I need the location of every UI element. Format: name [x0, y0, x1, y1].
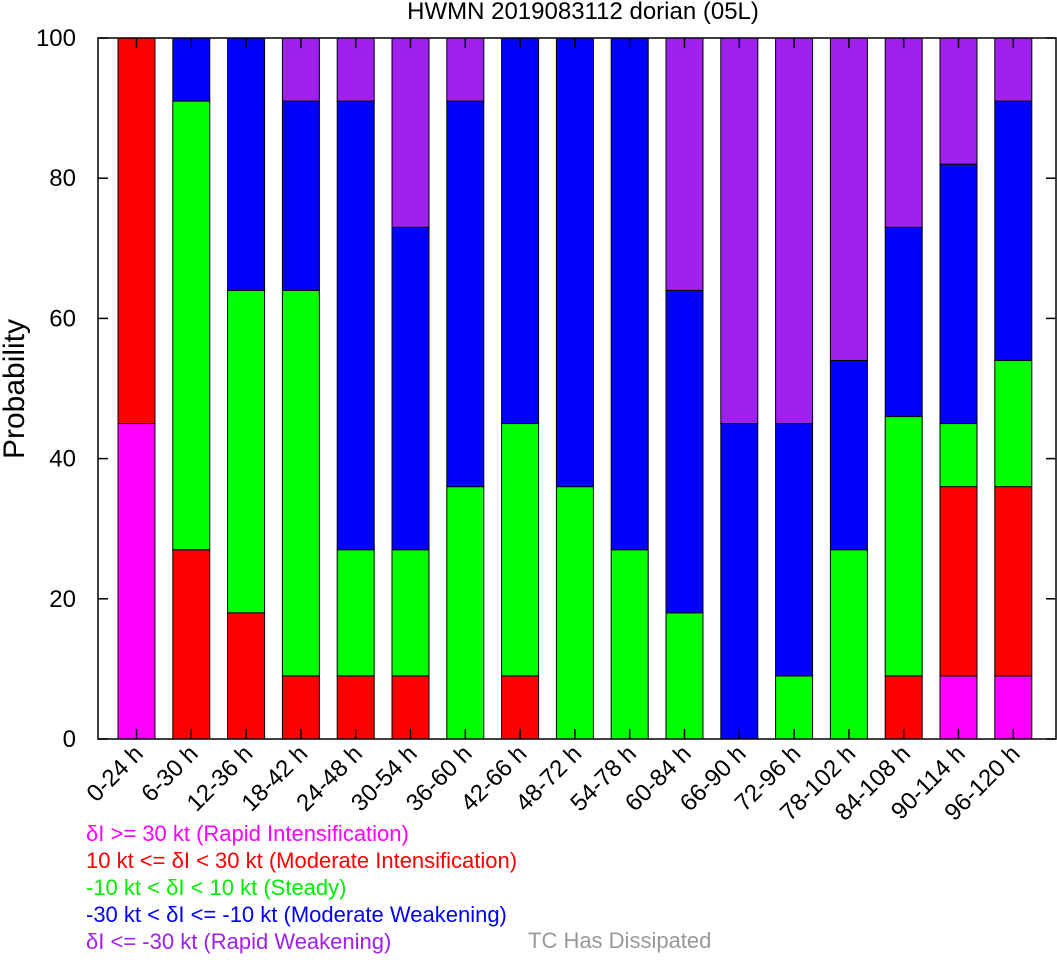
legend-entry-moderate-weakening: -30 kt < δI <= -10 kt (Moderate Weakenin… — [86, 902, 507, 927]
y-tick-label: 60 — [49, 305, 76, 332]
bar-segment — [391, 226, 430, 551]
y-tick-label: 40 — [49, 446, 76, 473]
legend-entry-rapid-weakening: δI <= -30 kt (Rapid Weakening) — [86, 929, 392, 954]
bar-segment — [391, 549, 430, 677]
bar-segment — [665, 612, 704, 740]
y-tick-label: 0 — [63, 726, 76, 753]
bar-segment — [172, 100, 211, 551]
bar-segment — [391, 37, 430, 228]
bar-segment — [994, 100, 1033, 361]
bar-segment — [391, 675, 430, 740]
bar-segment — [227, 37, 266, 291]
bar-segment — [775, 423, 814, 677]
legend-entry-rapid-intensification: δI >= 30 kt (Rapid Intensification) — [86, 821, 409, 846]
x-tick-label: 0-24 h — [82, 740, 149, 807]
bar-segment — [884, 226, 923, 418]
bar-segment — [117, 423, 156, 740]
y-tick-label: 20 — [49, 586, 76, 613]
bar-segment — [884, 675, 923, 740]
bar-segment — [884, 416, 923, 677]
legend-entry-steady: -10 kt < δI < 10 kt (Steady) — [86, 875, 347, 900]
bar-segment — [281, 100, 320, 291]
chart-title: HWMN 2019083112 dorian (05L) — [407, 0, 759, 25]
y-tick-label: 80 — [49, 165, 76, 192]
bar-segment — [117, 37, 156, 425]
bar-segment — [610, 549, 649, 740]
bar-segment — [172, 37, 211, 102]
bar-segment — [720, 423, 759, 740]
bar-segment — [775, 37, 814, 425]
legend-entry-moderate-intensification: 10 kt <= δI < 30 kt (Moderate Intensific… — [86, 848, 518, 873]
bar-segment — [501, 423, 540, 677]
bar-segment — [884, 37, 923, 228]
bars-group — [117, 37, 1033, 740]
bar-segment — [501, 37, 540, 425]
bar-segment — [939, 675, 978, 740]
bar-segment — [994, 359, 1033, 488]
bar-segment — [336, 100, 375, 551]
bar-segment — [665, 37, 704, 291]
bar-segment — [939, 423, 978, 488]
bar-segment — [336, 549, 375, 677]
bar-segment — [501, 675, 540, 740]
bar-segment — [281, 675, 320, 740]
plot-frame — [97, 37, 1057, 740]
bar-segment — [939, 163, 978, 425]
bar-segment — [610, 37, 649, 551]
bar-segment — [446, 100, 485, 488]
bar-segment — [281, 289, 320, 677]
bar-segment — [720, 37, 759, 425]
bar-segment — [336, 675, 375, 740]
y-axis-label: Probability — [0, 319, 31, 459]
bar-segment — [994, 37, 1033, 102]
bar-segment — [555, 37, 594, 488]
bar-segment — [994, 675, 1033, 740]
bar-segment — [994, 486, 1033, 677]
bar-segment — [227, 612, 266, 740]
bar-segment — [172, 549, 211, 740]
bar-segment — [446, 37, 485, 102]
bar-segment — [446, 486, 485, 740]
bar-segment — [336, 37, 375, 102]
bar-segment — [939, 37, 978, 165]
bar-segment — [665, 289, 704, 614]
bar-segment — [829, 549, 868, 740]
legend: δI >= 30 kt (Rapid Intensification) 10 k… — [86, 820, 517, 955]
y-tick-label: 100 — [36, 25, 76, 52]
bar-segment — [555, 486, 594, 740]
bar-segment — [829, 359, 868, 551]
bar-segment — [939, 486, 978, 677]
legend-entry-dissipated: TC Has Dissipated — [528, 928, 712, 953]
bar-segment — [829, 37, 868, 361]
bar-segment — [227, 289, 266, 614]
